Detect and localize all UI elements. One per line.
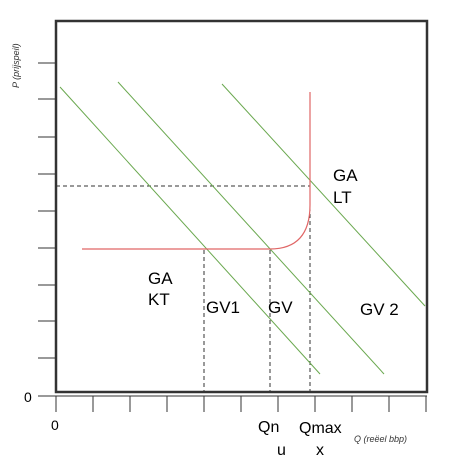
plot-frame	[54, 19, 429, 394]
label-q-n-line1: Qn	[258, 419, 279, 436]
label-q-max-line1: Qmax	[299, 420, 342, 437]
label-ga-lt-line1: GA	[333, 166, 358, 185]
label-ga-kt-line1: GA	[148, 269, 173, 288]
demand-curve-gv1	[59, 86, 321, 375]
x-axis-ticks	[55, 396, 427, 412]
label-ga-kt-line2: KT	[148, 290, 170, 309]
demand-curves	[59, 81, 426, 375]
origin-y-label: 0	[24, 389, 32, 405]
y-axis-label: P (prijspeil)	[11, 43, 21, 88]
y-axis-ticks	[38, 62, 56, 359]
label-gv2: GV 2	[360, 300, 399, 319]
guide-lines	[56, 185, 311, 392]
supply-curve	[82, 92, 311, 250]
label-q-n-line2: u	[277, 442, 286, 456]
x-axis-label: Q (reëel bbp)	[354, 434, 407, 444]
origin-x-label: 0	[51, 417, 59, 433]
demand-curve-gv2	[221, 83, 426, 307]
label-q-max-line2: x	[316, 442, 324, 456]
label-ga-lt-line2: LT	[333, 188, 352, 207]
demand-curve-gv	[117, 81, 385, 375]
label-gv: GV	[268, 298, 293, 317]
label-gv1: GV1	[206, 298, 240, 317]
